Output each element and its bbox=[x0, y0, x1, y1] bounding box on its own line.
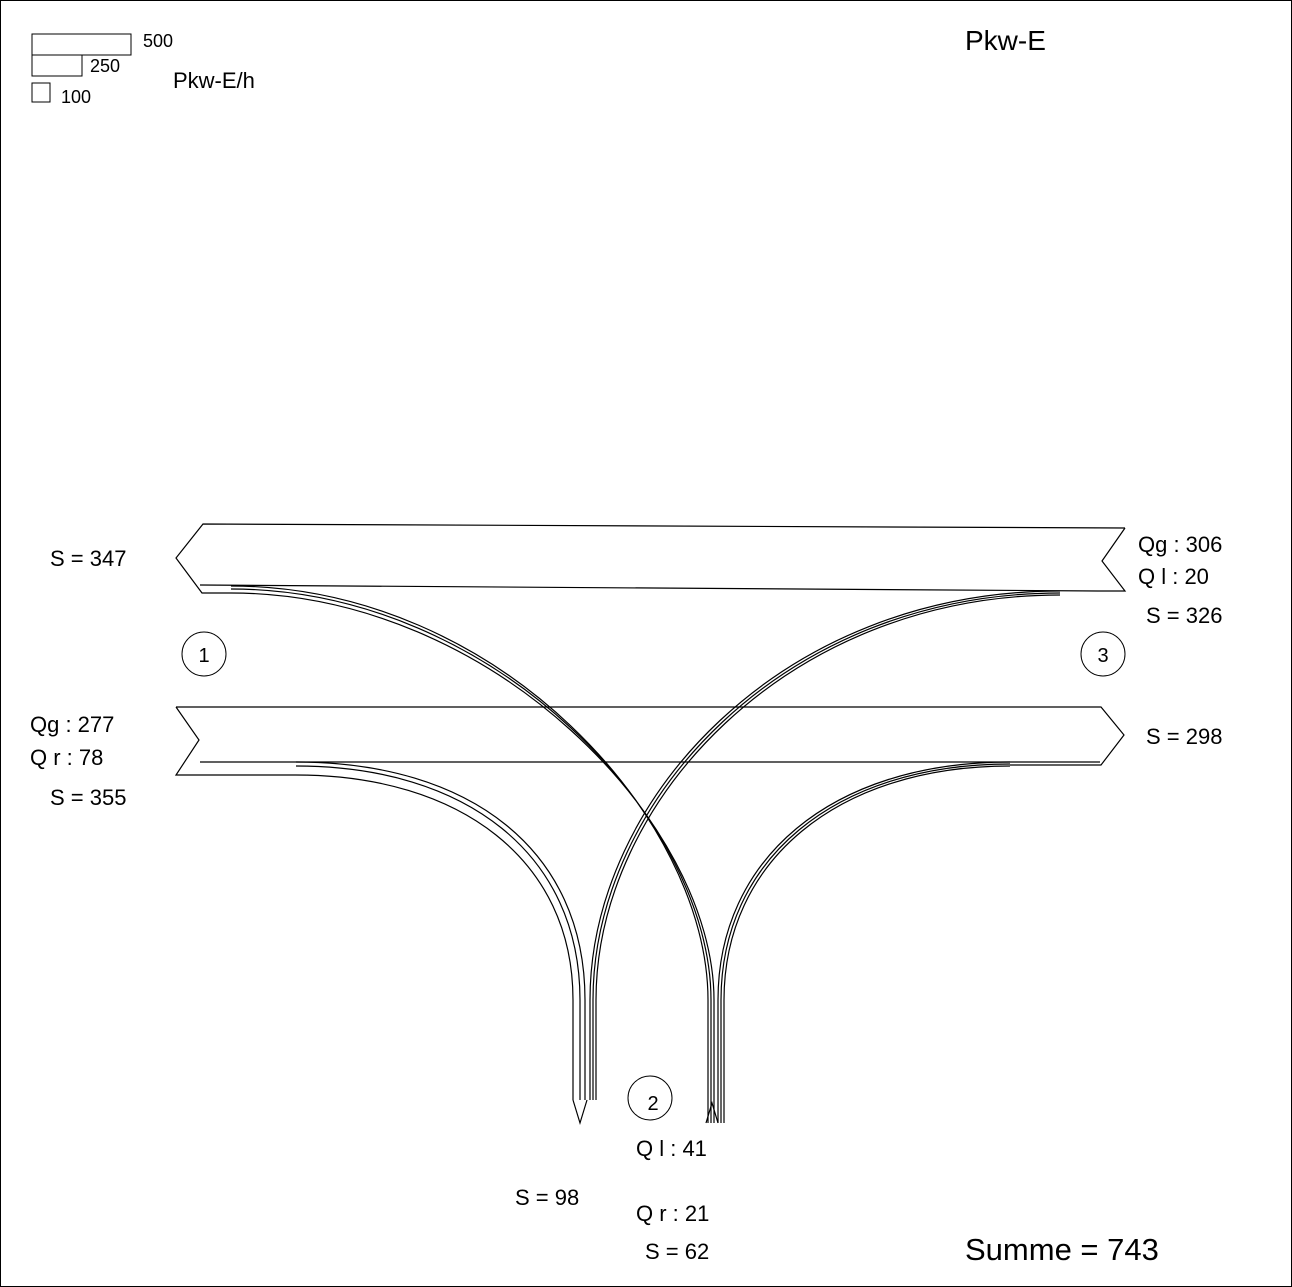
flow-curve-3-to-2 bbox=[589, 590, 1061, 1100]
label-right-top-ql: Q l : 20 bbox=[1138, 564, 1209, 589]
flow-curve-1-to-2-inner bbox=[295, 765, 581, 1100]
legend-box-500 bbox=[31, 33, 132, 56]
legend-box-250 bbox=[31, 54, 83, 77]
flow-curve-2-to-1 bbox=[230, 585, 715, 1123]
legend-scale: 500 250 100 Pkw-E/h bbox=[31, 31, 255, 107]
legend-scale-100: 100 bbox=[61, 87, 91, 107]
legend-box-100 bbox=[31, 82, 51, 103]
label-left-bottom-qg: Qg : 277 bbox=[30, 712, 114, 737]
node-label: 1 bbox=[198, 645, 209, 667]
flow-curve-2-to-1-inner bbox=[230, 588, 712, 1123]
node-circle bbox=[181, 631, 227, 677]
total-sum: Summe = 743 bbox=[965, 1232, 1159, 1267]
flow-line-3-to-1 bbox=[199, 584, 1099, 592]
flow-band-3-to-1 bbox=[175, 523, 1127, 594]
node-label: 2 bbox=[647, 1093, 658, 1115]
label-left-bottom-sum: S = 355 bbox=[50, 785, 126, 810]
node-label: 3 bbox=[1097, 645, 1108, 667]
flow-curve-2-to-3-inner bbox=[720, 763, 1011, 1123]
flow-curve-2-to-3 bbox=[717, 761, 1011, 1123]
label-bottom-qr: Q r : 21 bbox=[636, 1201, 709, 1226]
node-2: 2 bbox=[627, 1075, 673, 1121]
flow-arrow-out-of-2 bbox=[705, 1100, 719, 1124]
node-circle bbox=[627, 1075, 673, 1121]
label-right-top-sum: S = 326 bbox=[1146, 603, 1222, 628]
label-left-top-sum: S = 347 bbox=[50, 546, 126, 571]
node-3: 3 bbox=[1080, 631, 1126, 677]
label-left-bottom-qr: Q r : 78 bbox=[30, 745, 103, 770]
label-right-bottom-sum: S = 298 bbox=[1146, 724, 1222, 749]
flow-arrow-into-2-left bbox=[572, 1099, 588, 1126]
legend-scale-250: 250 bbox=[90, 56, 120, 76]
node-circle bbox=[1080, 631, 1126, 677]
label-bottom-left-sum: S = 98 bbox=[515, 1185, 579, 1210]
flow-curve-1-to-2 bbox=[295, 761, 586, 1100]
legend-unit: Pkw-E/h bbox=[173, 68, 255, 93]
label-right-top-qg: Qg : 306 bbox=[1138, 532, 1222, 557]
label-bottom-ql: Q l : 41 bbox=[636, 1136, 707, 1161]
label-bottom-sum: S = 62 bbox=[645, 1239, 709, 1264]
flow-curve-3-to-2-inner bbox=[592, 592, 1061, 1100]
diagram-title: Pkw-E bbox=[965, 25, 1046, 56]
legend-scale-500: 500 bbox=[143, 31, 173, 51]
node-1: 1 bbox=[181, 631, 227, 677]
flow-band-1-to-3 bbox=[174, 706, 1125, 776]
